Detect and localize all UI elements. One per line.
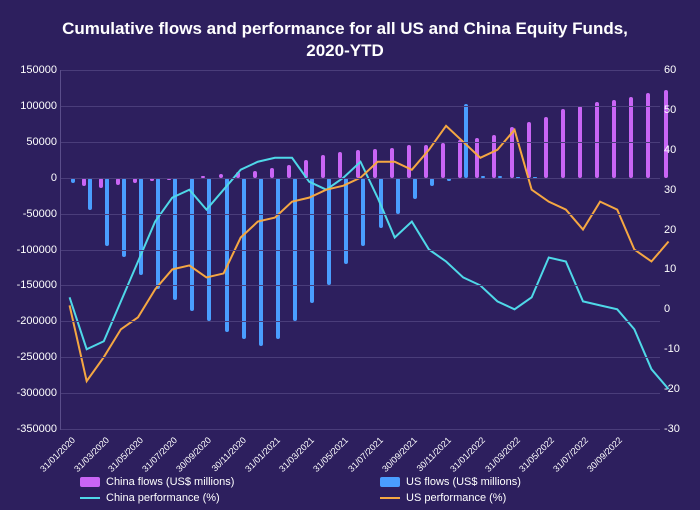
legend-label: China flows (US$ millions): [106, 476, 234, 488]
x-tick-label: 31/05/2021: [312, 435, 351, 474]
x-tick-label: 31/07/2020: [140, 435, 179, 474]
y-left-tick: 150000: [20, 64, 61, 76]
legend-item-us_perf: US performance (%): [380, 492, 660, 504]
y-right-tick: 10: [660, 263, 676, 275]
y-left-tick: -200000: [17, 315, 61, 327]
y-right-tick: 50: [660, 104, 676, 116]
y-left-tick: 100000: [20, 100, 61, 112]
legend-label: China performance (%): [106, 492, 220, 504]
y-left-tick: -300000: [17, 387, 61, 399]
x-tick-label: 30/11/2020: [209, 435, 247, 473]
chart-container: Cumulative flows and performance for all…: [0, 0, 700, 510]
y-right-tick: -30: [660, 423, 680, 435]
legend-swatch: [80, 477, 100, 487]
legend-item-us_flows: US flows (US$ millions): [380, 476, 660, 488]
legend-label: US flows (US$ millions): [406, 476, 521, 488]
x-tick-label: 31/03/2022: [483, 435, 522, 474]
y-left-tick: -50000: [23, 208, 61, 220]
x-tick-label: 31/07/2021: [346, 435, 385, 474]
chart-title: Cumulative flows and performance for all…: [10, 10, 680, 66]
x-tick-label: 31/05/2022: [517, 435, 556, 474]
legend-item-china_flows: China flows (US$ millions): [80, 476, 360, 488]
x-tick-label: 30/09/2022: [585, 435, 624, 474]
y-right-tick: 20: [660, 224, 676, 236]
y-right-tick: 60: [660, 64, 676, 76]
x-tick-label: 31/03/2021: [277, 435, 316, 474]
x-tick-label: 31/03/2020: [72, 435, 111, 474]
plot-area: 31/01/202031/03/202031/05/202031/07/2020…: [60, 70, 660, 430]
us_perf-line: [70, 126, 669, 381]
x-tick-label: 31/05/2020: [106, 435, 145, 474]
legend: China flows (US$ millions) US flows (US$ …: [80, 476, 660, 504]
y-left-tick: -100000: [17, 244, 61, 256]
y-left-tick: -150000: [17, 279, 61, 291]
x-tick-label: 31/07/2022: [551, 435, 590, 474]
y-right-tick: 0: [660, 303, 670, 315]
y-right-tick: -10: [660, 343, 680, 355]
x-tick-label: 30/09/2021: [380, 435, 419, 474]
y-right-tick: -20: [660, 383, 680, 395]
x-tick-label: 30/11/2021: [415, 435, 453, 473]
legend-swatch: [80, 497, 100, 499]
china_perf-line: [70, 158, 669, 389]
y-left-tick: 0: [51, 172, 61, 184]
legend-swatch: [380, 497, 400, 499]
legend-label: US performance (%): [406, 492, 506, 504]
x-tick-label: 31/01/2020: [38, 435, 77, 474]
y-left-tick: 50000: [26, 136, 61, 148]
x-tick-label: 31/01/2022: [448, 435, 487, 474]
legend-swatch: [380, 477, 400, 487]
y-right-tick: 40: [660, 144, 676, 156]
y-left-tick: -350000: [17, 423, 61, 435]
x-tick-label: 30/09/2020: [175, 435, 214, 474]
y-right-tick: 30: [660, 184, 676, 196]
legend-item-china_perf: China performance (%): [80, 492, 360, 504]
x-tick-label: 31/01/2021: [243, 435, 282, 474]
y-left-tick: -250000: [17, 351, 61, 363]
